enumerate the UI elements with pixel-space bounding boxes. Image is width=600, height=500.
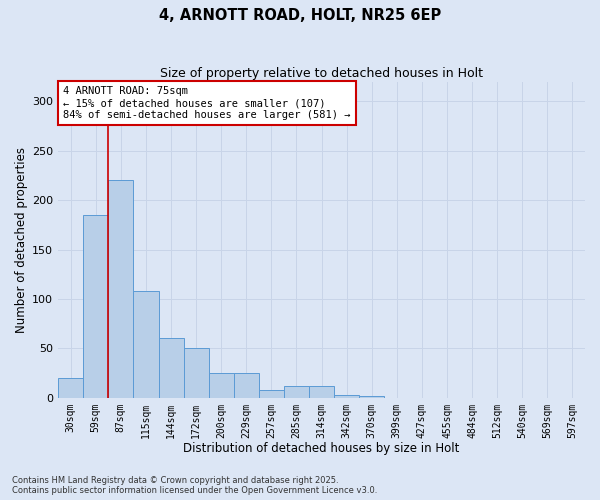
Text: 4 ARNOTT ROAD: 75sqm
← 15% of detached houses are smaller (107)
84% of semi-deta: 4 ARNOTT ROAD: 75sqm ← 15% of detached h… (64, 86, 351, 120)
X-axis label: Distribution of detached houses by size in Holt: Distribution of detached houses by size … (184, 442, 460, 455)
Bar (158, 338, 184, 398)
Bar (184, 348, 209, 398)
Bar (209, 373, 234, 398)
Y-axis label: Number of detached properties: Number of detached properties (15, 146, 28, 332)
Text: Contains HM Land Registry data © Crown copyright and database right 2025.
Contai: Contains HM Land Registry data © Crown c… (12, 476, 377, 495)
Bar (83, 215, 109, 398)
Bar (309, 386, 334, 398)
Bar (58, 378, 83, 398)
Bar (259, 390, 284, 398)
Bar (334, 395, 359, 398)
Text: 4, ARNOTT ROAD, HOLT, NR25 6EP: 4, ARNOTT ROAD, HOLT, NR25 6EP (159, 8, 441, 22)
Bar (234, 373, 259, 398)
Bar (284, 386, 309, 398)
Bar (133, 291, 158, 398)
Bar (109, 180, 133, 398)
Bar (359, 396, 384, 398)
Title: Size of property relative to detached houses in Holt: Size of property relative to detached ho… (160, 68, 483, 80)
